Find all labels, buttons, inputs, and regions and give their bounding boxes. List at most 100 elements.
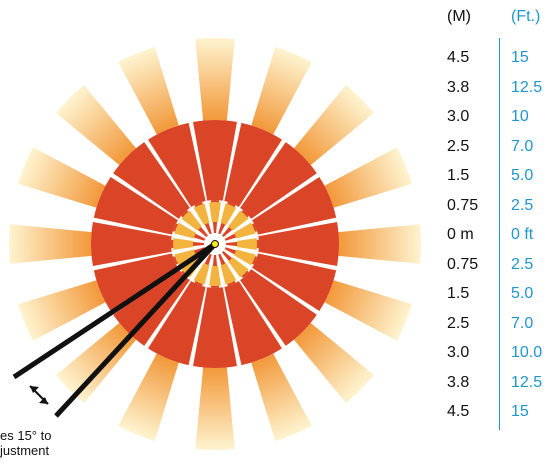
near-zone (193, 203, 210, 226)
feet-value: 5.0 (511, 285, 534, 302)
detection-ray (224, 147, 412, 241)
angle-note-line-2: justment (0, 443, 50, 458)
mid-zone (193, 120, 237, 201)
meters-value: 3.8 (447, 373, 470, 391)
feet-value: 7.0 (511, 137, 534, 155)
detection-ray (193, 37, 237, 234)
meters-value: 3.0 (447, 344, 470, 361)
near-zone (181, 210, 202, 231)
meters-value: 3.0 (447, 108, 470, 125)
mid-zone (224, 122, 282, 207)
near-zone (220, 262, 237, 285)
far-zone (338, 224, 422, 264)
detection-pattern (8, 37, 422, 450)
near-zone (193, 262, 210, 285)
detection-ray (218, 253, 312, 441)
detection-ray (8, 222, 205, 266)
mid-zone (91, 222, 172, 266)
mid-zone (113, 142, 190, 219)
feet-value: 10.0 (511, 344, 543, 361)
far-zone (8, 224, 92, 264)
detection-ray (221, 85, 374, 238)
detection-ray (218, 47, 312, 235)
angle-line-upper (12, 241, 217, 380)
mid-zone (224, 281, 282, 366)
detection-ray (18, 247, 206, 341)
meters-value: 4.5 (447, 49, 470, 66)
feet-value: 15 (511, 403, 529, 420)
header-feet: (Ft.) (511, 8, 541, 25)
near-zone (233, 222, 256, 239)
mid-zone (93, 253, 178, 311)
angle-arrowhead-lower (39, 397, 48, 404)
meters-value: 4.5 (447, 403, 470, 420)
near-zone (209, 265, 221, 286)
near-zone (174, 222, 197, 239)
feet-value: 12.5 (511, 373, 543, 391)
far-zone (118, 47, 179, 135)
detection-ray (18, 147, 206, 241)
mid-zone (148, 281, 206, 366)
feet-value: 5.0 (511, 167, 534, 184)
near-zone (220, 203, 237, 226)
detection-ray (118, 253, 212, 441)
detection-ray (224, 247, 412, 341)
feet-value: 15 (511, 49, 529, 66)
far-zone (18, 280, 106, 341)
feet-value: 7.0 (511, 314, 534, 332)
far-zone (118, 353, 179, 441)
feet-value: 10 (511, 108, 529, 125)
far-zone (251, 47, 312, 135)
far-zone (324, 147, 412, 208)
near-zone (209, 202, 221, 223)
meters-value: 0.75 (447, 255, 479, 273)
meters-value: 2.5 (447, 137, 470, 155)
far-zone (293, 322, 374, 403)
mid-zone (148, 122, 206, 207)
mid-zone (93, 177, 178, 235)
meters-value: 1.5 (447, 167, 470, 184)
feet-value: 2.5 (511, 196, 534, 214)
sensor-lens (211, 240, 219, 248)
mid-zone (240, 142, 317, 219)
near-zone (236, 238, 258, 250)
detection-ray (193, 254, 237, 450)
detection-ray (225, 222, 422, 266)
far-zone (195, 367, 235, 450)
far-zone (56, 322, 137, 403)
near-zone (228, 257, 249, 278)
meters-value: 3.8 (447, 78, 470, 96)
meters-value: 0 m (447, 226, 474, 243)
header-meters: (M) (447, 8, 471, 25)
meters-value: 0.75 (447, 196, 479, 214)
far-zone (324, 280, 412, 341)
far-zone (18, 147, 106, 208)
angle-arrowhead-upper (30, 386, 39, 393)
mid-zone (240, 269, 317, 346)
feet-value: 0 ft (511, 226, 534, 243)
near-zone (174, 249, 197, 266)
far-zone (195, 37, 235, 121)
mid-zone (193, 287, 237, 368)
angle-note: es 15° to justment (0, 428, 51, 458)
meters-value: 2.5 (447, 314, 470, 332)
angle-line-lower (54, 242, 217, 418)
near-zone (172, 238, 194, 250)
table-divider (499, 38, 500, 430)
detection-ray (221, 250, 374, 403)
far-zone (251, 353, 312, 441)
far-zone (56, 85, 137, 166)
mid-zone (258, 222, 339, 266)
angle-indicator (12, 241, 217, 418)
detection-ray (118, 47, 212, 235)
near-zone (233, 249, 256, 266)
angle-note-line-1: es 15° to (0, 428, 52, 443)
feet-value: 12.5 (511, 78, 543, 96)
mid-zone (252, 177, 337, 235)
near-zone (228, 210, 249, 231)
meters-value: 1.5 (447, 285, 470, 302)
detection-ray (56, 85, 209, 238)
mid-zone (252, 253, 337, 311)
far-zone (293, 85, 374, 166)
feet-value: 2.5 (511, 255, 534, 273)
